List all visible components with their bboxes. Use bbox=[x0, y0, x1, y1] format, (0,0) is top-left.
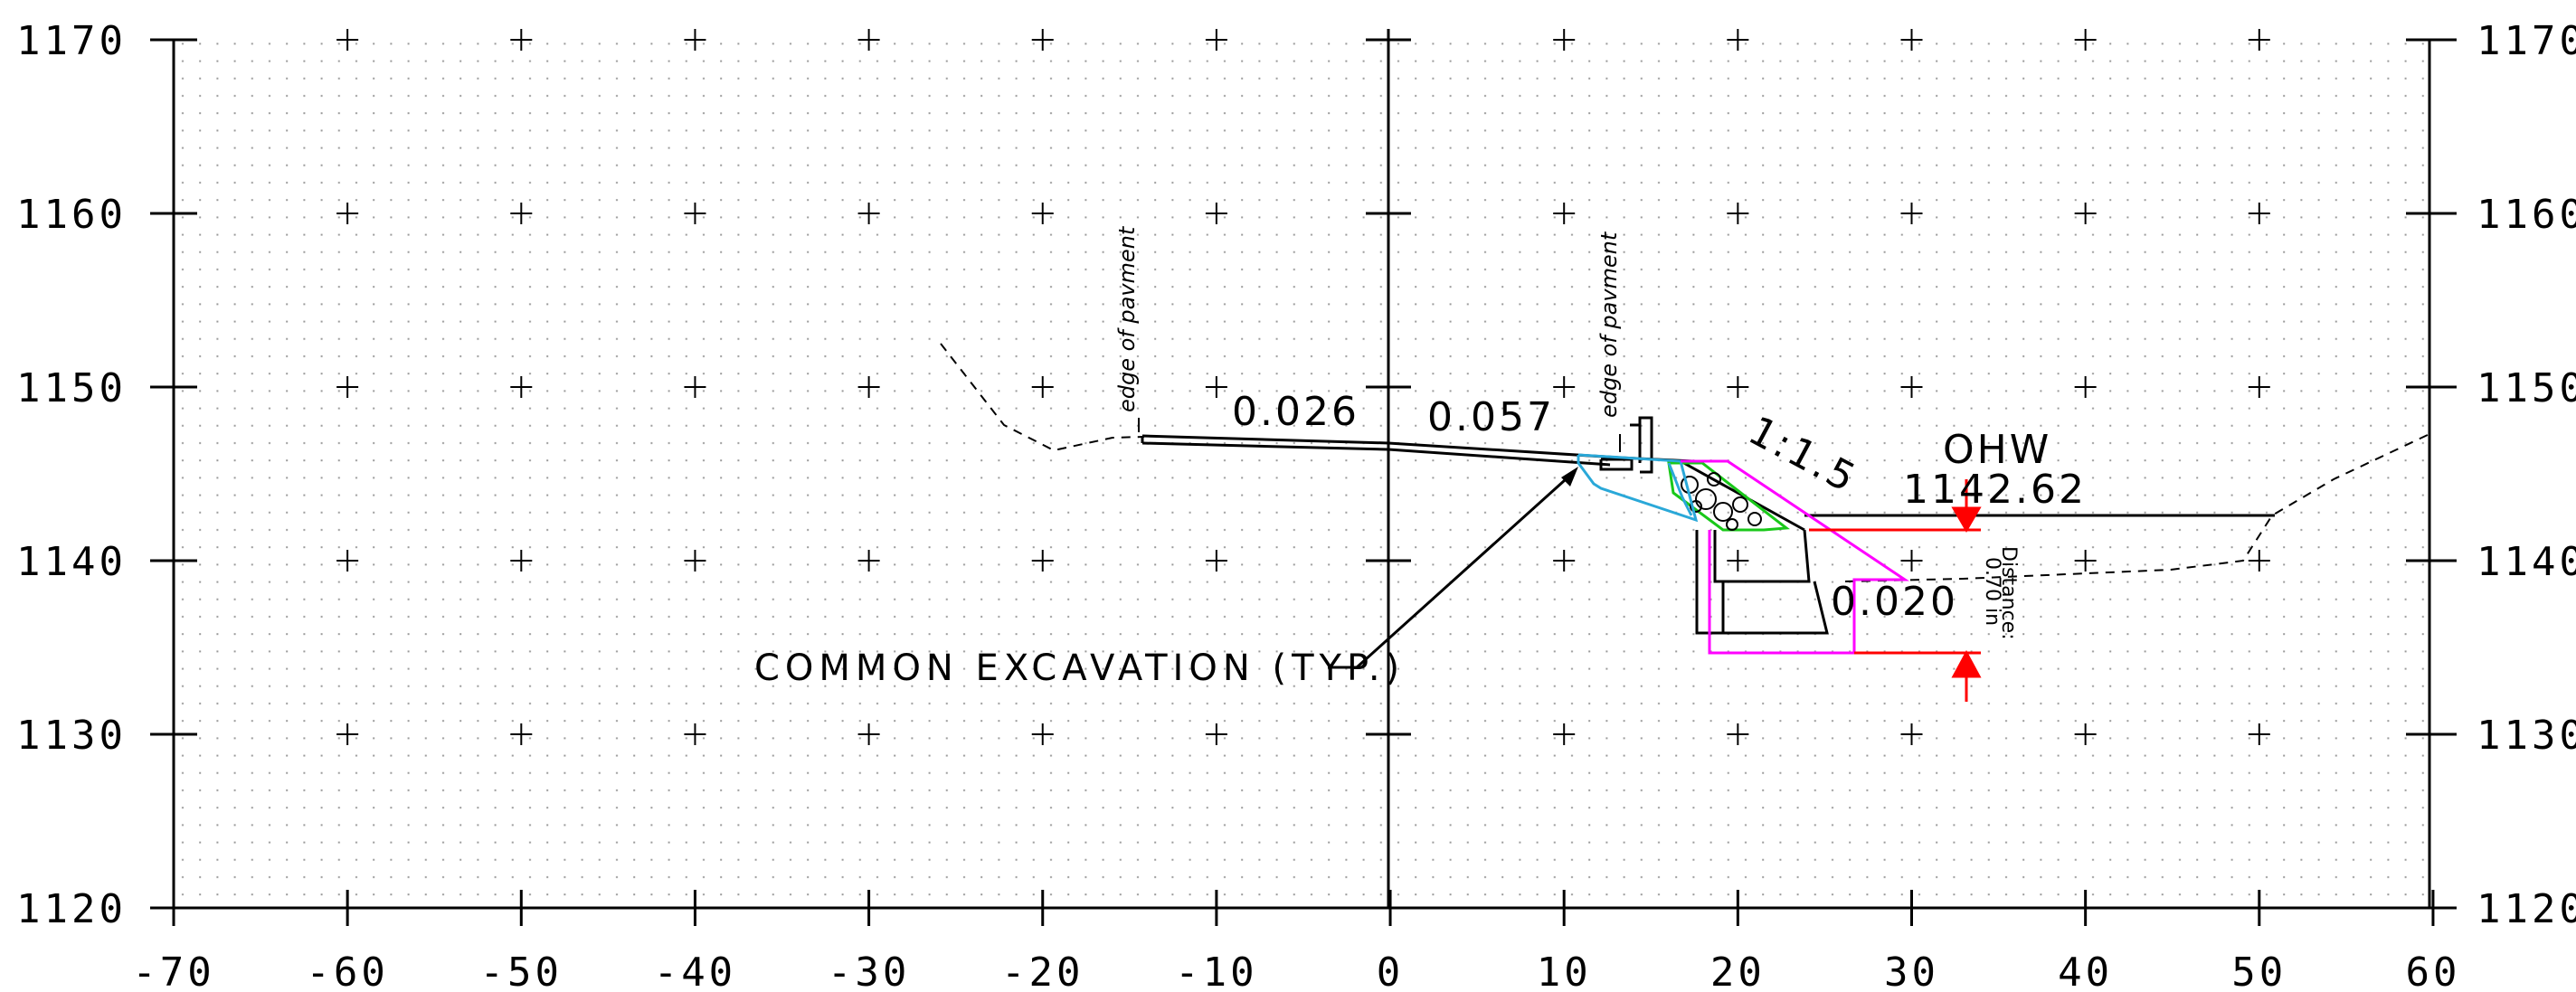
x-tick-label: -30 bbox=[828, 949, 910, 992]
ohw-arrow-head-down bbox=[1951, 506, 1982, 533]
existing-ground-left bbox=[940, 343, 1145, 452]
x-tick-label: 10 bbox=[1537, 949, 1592, 992]
y-tick-label-left: 1140 bbox=[16, 539, 127, 585]
excavation-inner bbox=[1667, 462, 1693, 516]
axis-frame bbox=[150, 29, 2457, 910]
excavation-leader-arrow bbox=[1561, 467, 1578, 487]
edge-of-pavement-label-right: edge of pavment bbox=[1596, 231, 1622, 418]
x-tick-label: -60 bbox=[306, 949, 388, 992]
y-tick-label-left: 1130 bbox=[16, 713, 127, 759]
y-tick-marks bbox=[150, 38, 2457, 910]
riprap-stone bbox=[1726, 518, 1738, 531]
x-tick-label: -50 bbox=[480, 949, 563, 992]
excavation-limit bbox=[1681, 459, 1909, 655]
riprap-stone bbox=[1713, 502, 1733, 522]
slope-label-mid: 0.057 bbox=[1427, 394, 1555, 440]
riprap-stone bbox=[1732, 496, 1748, 513]
x-tick-label: 60 bbox=[2405, 949, 2460, 992]
y-tick-label-left: 1150 bbox=[16, 365, 127, 411]
ohw-arrow-head-up bbox=[1951, 649, 1982, 678]
shoulder-block bbox=[1599, 458, 1634, 471]
channel-wall-left bbox=[1713, 529, 1811, 583]
x-tick-label: 0 bbox=[1377, 949, 1405, 992]
x-tick-label: 20 bbox=[1710, 949, 1766, 992]
x-tick-label: -10 bbox=[1175, 949, 1257, 992]
y-tick-label-right: 1130 bbox=[2477, 713, 2576, 759]
y-axis-labels-left: 1170 1160 1150 1140 1130 1120 bbox=[16, 18, 127, 932]
ohw-markers bbox=[1809, 479, 1982, 702]
pavement-bottom bbox=[1141, 441, 1611, 467]
distance-value: 0.70 in bbox=[1981, 557, 2003, 626]
grid-cross-marks bbox=[336, 29, 2270, 745]
y-tick-label-right: 1150 bbox=[2477, 365, 2576, 411]
y-axis-labels-right: 1170 1160 1150 1140 1130 1120 bbox=[2477, 18, 2576, 932]
x-axis-labels: -70 -60 -50 -40 -30 -20 -10 0 10 20 30 40 50 60 bbox=[132, 949, 2460, 992]
y-tick-label-right: 1170 bbox=[2477, 18, 2576, 64]
y-tick-label-right: 1140 bbox=[2477, 539, 2576, 585]
y-tick-label-left: 1120 bbox=[16, 886, 127, 932]
x-tick-label: 30 bbox=[1884, 949, 1939, 992]
x-tick-label: -70 bbox=[132, 949, 214, 992]
y-tick-label-left: 1160 bbox=[16, 192, 127, 238]
riprap-stone bbox=[1747, 512, 1762, 526]
ohw-label: OHW bbox=[1943, 427, 2051, 473]
riprap-stone bbox=[1707, 472, 1721, 487]
bottom-slope-label: 0.020 bbox=[1831, 579, 1958, 625]
y-tick-label-right: 1120 bbox=[2477, 886, 2576, 932]
slope-label-left: 0.026 bbox=[1232, 389, 1359, 435]
x-tick-label: 40 bbox=[2058, 949, 2113, 992]
riprap-stone bbox=[1695, 488, 1717, 510]
x-tick-label: 50 bbox=[2231, 949, 2287, 992]
excavation-note: COMMON EXCAVATION (TYP.) bbox=[754, 647, 1405, 689]
dotted-grid-background bbox=[174, 40, 2429, 908]
excavation-leader bbox=[1328, 470, 1576, 669]
ohw-elevation-label: 1142.62 bbox=[1903, 467, 2087, 513]
y-tick-label-right: 1160 bbox=[2477, 192, 2576, 238]
edge-of-pavement-label-left: edge of pavment bbox=[1114, 225, 1140, 412]
x-tick-marks bbox=[172, 890, 2435, 926]
existing-ground-right bbox=[1844, 433, 2430, 582]
x-tick-label: -20 bbox=[1001, 949, 1084, 992]
existing-ground-line bbox=[940, 343, 2430, 582]
curb-cap bbox=[1630, 423, 1642, 438]
y-tick-label-left: 1170 bbox=[16, 18, 127, 64]
channel-footing bbox=[1695, 530, 1829, 635]
distance-label: Distance: bbox=[1997, 546, 2020, 640]
x-tick-label: -40 bbox=[654, 949, 736, 992]
riprap-zone bbox=[1667, 461, 1790, 532]
riprap-stone bbox=[1690, 500, 1702, 513]
